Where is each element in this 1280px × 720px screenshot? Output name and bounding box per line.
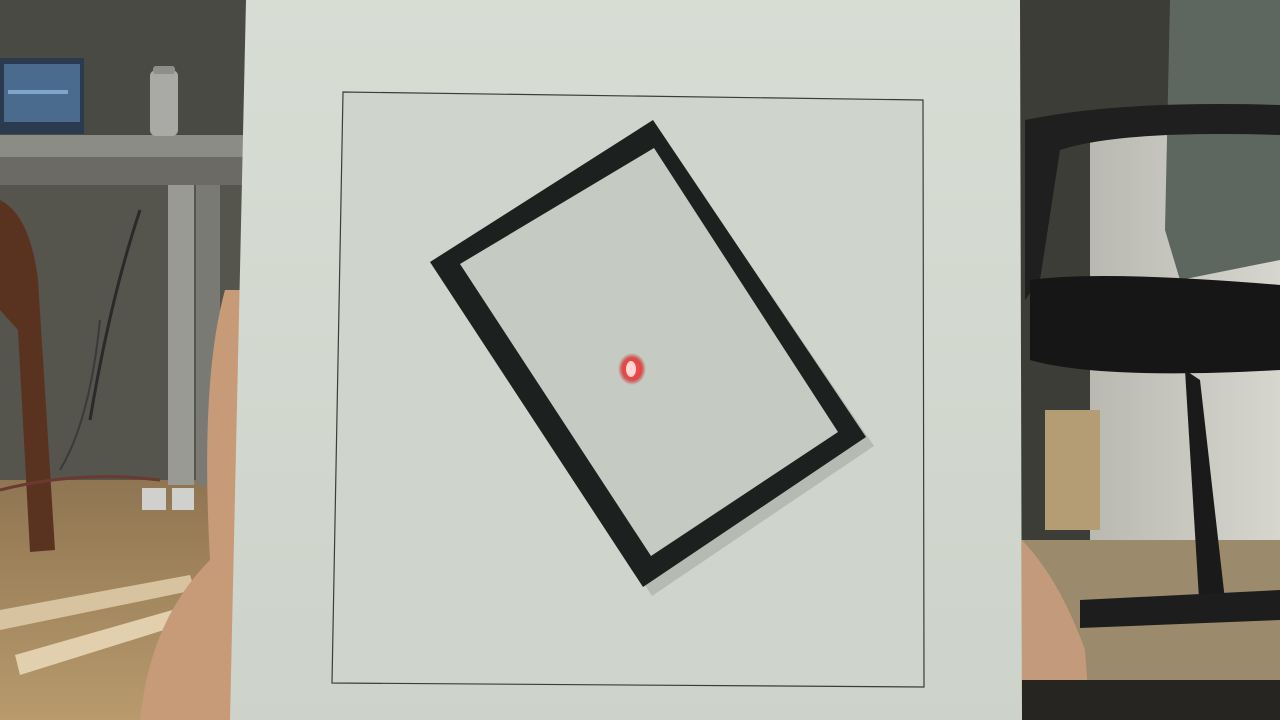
frame-panel (460, 148, 838, 556)
desk-top (0, 135, 245, 157)
right-background (1020, 0, 1280, 720)
person-clothing (1165, 0, 1280, 280)
bottle (150, 70, 178, 136)
rotated-frame (430, 120, 874, 596)
left-background (0, 0, 250, 720)
desk-leg (168, 185, 194, 485)
right-hand (1022, 540, 1090, 720)
cardboard-box (1045, 410, 1100, 530)
left-arm (140, 290, 240, 720)
wooden-plank (15, 605, 196, 675)
office-chair (1025, 104, 1280, 300)
wooden-plank (0, 575, 195, 630)
laser-dot (618, 353, 646, 385)
left-chair (0, 200, 55, 552)
